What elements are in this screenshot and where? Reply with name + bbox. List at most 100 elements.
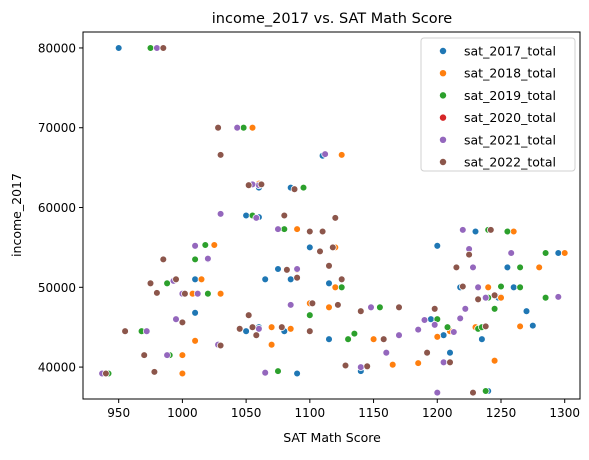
point-sat_2018_total-8 (210, 241, 219, 249)
point-sat_2021_total-39 (395, 331, 403, 339)
x-axis-label: SAT Math Score (283, 430, 381, 445)
legend-marker-sat_2020_total (439, 113, 447, 122)
point-sat_2017_total-19 (293, 369, 301, 378)
point-sat_2019_total-25 (490, 305, 499, 313)
point-sat_2017_total-35 (509, 283, 518, 292)
point-sat_2022_total-16 (283, 266, 291, 274)
point-sat_2018_total-24 (388, 360, 397, 369)
point-sat_2022_total-47 (490, 291, 499, 300)
point-sat_2022_total-25 (306, 327, 314, 335)
point-sat_2019_total-27 (503, 227, 512, 236)
point-sat_2022_total-1 (121, 327, 129, 335)
x-tick-label: 1100 (295, 406, 326, 420)
y-tick-label: 70000 (38, 121, 76, 135)
point-sat_2022_total-10 (214, 123, 222, 132)
point-sat_2018_total-10 (197, 275, 206, 284)
point-sat_2017_total-7 (306, 243, 314, 252)
point-sat_2022_total-15 (280, 211, 289, 220)
point-sat_2022_total-35 (379, 335, 388, 343)
point-sat_2019_total-14 (274, 367, 282, 375)
point-sat_2018_total-36 (433, 333, 442, 341)
point-sat_2017_total-33 (325, 335, 333, 343)
point-sat_2021_total-41 (193, 289, 202, 298)
point-sat_2022_total-19 (318, 227, 327, 236)
point-sat_2019_total-4 (146, 44, 155, 52)
legend-label-sat_2018_total: sat_2018_total (464, 66, 556, 81)
point-sat_2022_total-29 (278, 323, 286, 331)
point-sat_2018_total-20 (267, 323, 276, 331)
point-sat_2022_total-40 (452, 263, 461, 272)
point-sat_2022_total-32 (341, 361, 350, 370)
point-sat_2019_total-19 (376, 303, 384, 312)
point-sat_2022_total-22 (337, 275, 346, 284)
point-sat_2017_total-5 (261, 275, 269, 284)
plot-frame (82, 31, 581, 400)
point-sat_2019_total-21 (443, 323, 452, 331)
point-sat_2019_total-23 (481, 387, 490, 395)
point-sat_2019_total-28 (516, 283, 524, 292)
point-sat_2022_total-18 (316, 247, 324, 256)
point-sat_2021_total-31 (461, 305, 470, 313)
point-sat_2019_total-30 (541, 249, 550, 257)
x-axis: 950 1000 1050 1100 1150 1200 1250 1300 (107, 399, 580, 420)
point-sat_2022_total-4 (150, 368, 159, 376)
legend-marker-sat_2022_total (439, 158, 447, 166)
point-sat_2018_total-12 (216, 289, 225, 298)
point-sat_2022_total-33 (357, 307, 365, 315)
point-sat_2017_total-13 (446, 348, 454, 357)
x-tick-label: 950 (107, 406, 130, 420)
point-sat_2021_total-26 (430, 321, 439, 329)
legend-marker-sat_2017_total (439, 47, 447, 55)
point-sat_2018_total-14 (331, 283, 340, 292)
point-sat_2022_total-2 (140, 351, 148, 359)
point-sat_2021_total-3 (172, 315, 180, 323)
point-sat_2019_total-31 (541, 293, 550, 302)
point-sat_2017_total-18 (529, 321, 537, 330)
point-sat_2022_total-24 (308, 299, 317, 308)
point-sat_2022_total-46 (487, 226, 495, 234)
point-sat_2021_total-13 (293, 265, 301, 273)
point-sat_2021_total-22 (367, 303, 375, 312)
point-sat_2021_total-38 (554, 293, 563, 301)
point-sat_2019_total-5 (239, 123, 248, 132)
x-tick-label: 1250 (486, 406, 517, 420)
legend-label-sat_2022_total: sat_2022_total (464, 155, 556, 170)
point-sat_2022_total-5 (153, 289, 161, 297)
point-sat_2022_total-36 (395, 303, 403, 312)
point-sat_2022_total-12 (244, 181, 253, 189)
point-sat_2021_total-35 (459, 226, 467, 234)
point-sat_2017_total-36 (191, 275, 199, 284)
point-sat_2022_total-3 (146, 279, 155, 288)
point-sat_2022_total-45 (481, 322, 490, 331)
point-sat_2021_total-8 (233, 123, 241, 132)
point-sat_2022_total-20 (329, 243, 337, 252)
point-sat_2019_total-8 (280, 225, 289, 233)
point-sat_2022_total-13 (257, 180, 266, 189)
point-sat_2022_total-48 (235, 325, 244, 333)
point-sat_2021_total-7 (153, 44, 161, 52)
point-sat_2021_total-15 (255, 325, 263, 333)
point-sat_2022_total-31 (178, 318, 187, 327)
point-sat_2018_total-34 (560, 249, 569, 257)
point-sat_2019_total-3 (163, 279, 171, 288)
point-sat_2017_total-12 (554, 249, 563, 257)
y-tick-label: 50000 (38, 281, 76, 295)
point-sat_2022_total-42 (465, 250, 473, 259)
point-sat_2021_total-17 (191, 242, 199, 250)
point-sat_2019_total-12 (306, 311, 314, 319)
point-sat_2021_total-33 (469, 263, 477, 272)
point-sat_2022_total-43 (469, 388, 477, 397)
legend-box (420, 37, 576, 172)
point-sat_2018_total-2 (337, 151, 346, 159)
point-sat_2018_total-28 (490, 356, 499, 365)
x-tick-label: 1150 (358, 406, 389, 420)
point-sat_2022_total-0 (102, 369, 110, 378)
point-sat_2022_total-6 (159, 255, 168, 264)
points-layer (98, 44, 569, 397)
y-tick-label: 40000 (38, 361, 76, 375)
point-sat_2021_total-28 (439, 358, 448, 367)
point-sat_2022_total-34 (363, 362, 371, 371)
point-sat_2017_total-25 (191, 309, 199, 317)
point-sat_2021_total-9 (321, 150, 329, 158)
